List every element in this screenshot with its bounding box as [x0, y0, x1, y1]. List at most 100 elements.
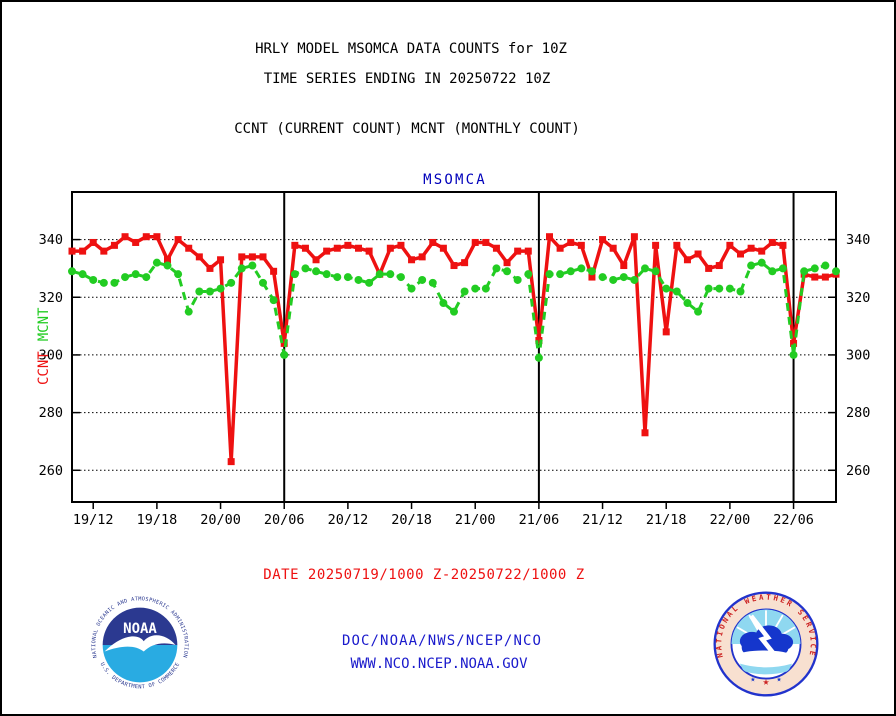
ccnt-marker: [110, 241, 118, 249]
mcnt-marker: [142, 273, 151, 282]
mcnt-marker: [343, 273, 352, 282]
ccnt-marker: [694, 250, 702, 258]
url-line: WWW.NCO.NCEP.NOAA.GOV: [350, 656, 528, 672]
ccnt-marker: [683, 256, 691, 264]
ccnt-marker: [164, 256, 171, 264]
ccnt-marker: [715, 262, 723, 270]
ccnt-marker: [333, 244, 341, 252]
ccnt-marker: [121, 233, 129, 241]
mcnt-marker: [715, 284, 724, 293]
ccnt-marker: [471, 238, 479, 246]
ccnt-marker: [174, 236, 182, 244]
mcnt-marker: [396, 273, 405, 282]
ccnt-marker: [301, 244, 309, 252]
ccnt-marker: [270, 267, 278, 275]
plot-border: [71, 191, 837, 503]
ccnt-marker: [747, 244, 755, 252]
mcnt-marker: [651, 267, 660, 276]
mcnt-marker: [800, 267, 809, 276]
ccnt-marker: [153, 233, 161, 241]
svg-text:★: ★: [750, 673, 755, 683]
x-tick-label: 21/18: [646, 512, 687, 528]
mcnt-marker: [747, 261, 756, 270]
mcnt-marker: [290, 270, 299, 279]
svg-text:★: ★: [763, 675, 770, 688]
y-tick-label-right: 340: [846, 232, 870, 248]
mcnt-marker: [99, 278, 108, 287]
ccnt-marker: [291, 241, 299, 249]
ccnt-marker: [142, 233, 150, 241]
mcnt-marker: [184, 307, 193, 316]
mcnt-marker: [237, 264, 246, 273]
mcnt-marker: [683, 299, 692, 308]
noaa-wordmark: NOAA: [123, 621, 157, 637]
mcnt-marker: [619, 273, 628, 282]
mcnt-marker: [89, 275, 98, 284]
mcnt-marker: [768, 267, 777, 276]
ccnt-marker: [227, 458, 235, 466]
mcnt-marker: [577, 264, 586, 273]
ccnt-marker: [365, 247, 373, 255]
ccnt-marker: [132, 238, 140, 246]
x-tick-label: 20/06: [264, 512, 305, 528]
mcnt-marker: [205, 287, 214, 296]
ccnt-marker: [248, 253, 256, 261]
y-axis-label-ccnt: CCNT: [36, 351, 52, 385]
mcnt-marker: [322, 270, 331, 279]
mcnt-marker: [354, 275, 363, 284]
ccnt-marker: [79, 247, 87, 255]
mcnt-marker: [121, 273, 130, 282]
noaa-seagull-icon: [104, 635, 176, 652]
ccnt-marker: [418, 253, 426, 261]
nws-water-band: [739, 663, 793, 675]
mcnt-marker: [301, 264, 310, 273]
mcnt-marker: [609, 275, 618, 284]
ccnt-marker: [567, 238, 575, 246]
mcnt-marker: [227, 278, 236, 287]
mcnt-marker: [694, 307, 703, 316]
ccnt-marker: [503, 259, 511, 267]
mcnt-marker: [524, 270, 533, 279]
ccnt-marker: [386, 244, 394, 252]
ccnt-marker: [726, 241, 734, 249]
y-tick-label-right: 260: [846, 463, 870, 479]
mcnt-marker: [662, 284, 671, 293]
mcnt-marker: [333, 273, 342, 282]
ccnt-marker: [673, 241, 681, 249]
y-tick-label-right: 300: [846, 347, 870, 363]
mcnt-marker: [131, 270, 140, 279]
page-title-line1: HRLY MODEL MSOMCA DATA COUNTS for 10Z: [255, 41, 567, 57]
ccnt-marker: [620, 262, 628, 270]
mcnt-marker: [641, 264, 649, 273]
ccnt-marker: [89, 238, 97, 246]
ccnt-marker: [514, 247, 522, 255]
ccnt-marker: [429, 238, 437, 246]
page-subtitle: CCNT (CURRENT COUNT) MCNT (MONTHLY COUNT…: [234, 121, 580, 137]
ccnt-marker: [344, 241, 352, 249]
mcnt-marker: [810, 264, 819, 273]
ccnt-marker: [768, 238, 776, 246]
mcnt-marker: [110, 278, 119, 287]
mcnt-marker: [216, 284, 225, 293]
ccnt-marker: [408, 256, 416, 264]
noaa-logo: NOAA NATIONAL OCEANIC AND ATMOSPHERIC AD…: [88, 593, 192, 697]
ccnt-marker: [397, 241, 405, 249]
ccnt-marker: [217, 256, 225, 264]
y-tick-label-left: 260: [39, 463, 63, 479]
mcnt-marker: [450, 307, 458, 316]
ccnt-marker: [185, 244, 193, 252]
mcnt-marker: [460, 287, 469, 296]
mcnt-marker: [418, 275, 427, 284]
ccnt-marker: [705, 264, 713, 272]
mcnt-marker: [428, 278, 437, 287]
ccnt-marker: [588, 273, 596, 281]
mcnt-marker: [566, 267, 575, 276]
ccnt-marker: [779, 241, 787, 249]
ccnt-marker: [821, 273, 829, 281]
mcnt-marker: [259, 278, 267, 287]
ccnt-marker: [546, 233, 553, 241]
ccnt-line: [72, 234, 837, 464]
ccnt-marker: [641, 429, 649, 437]
mcnt-marker: [280, 350, 289, 359]
